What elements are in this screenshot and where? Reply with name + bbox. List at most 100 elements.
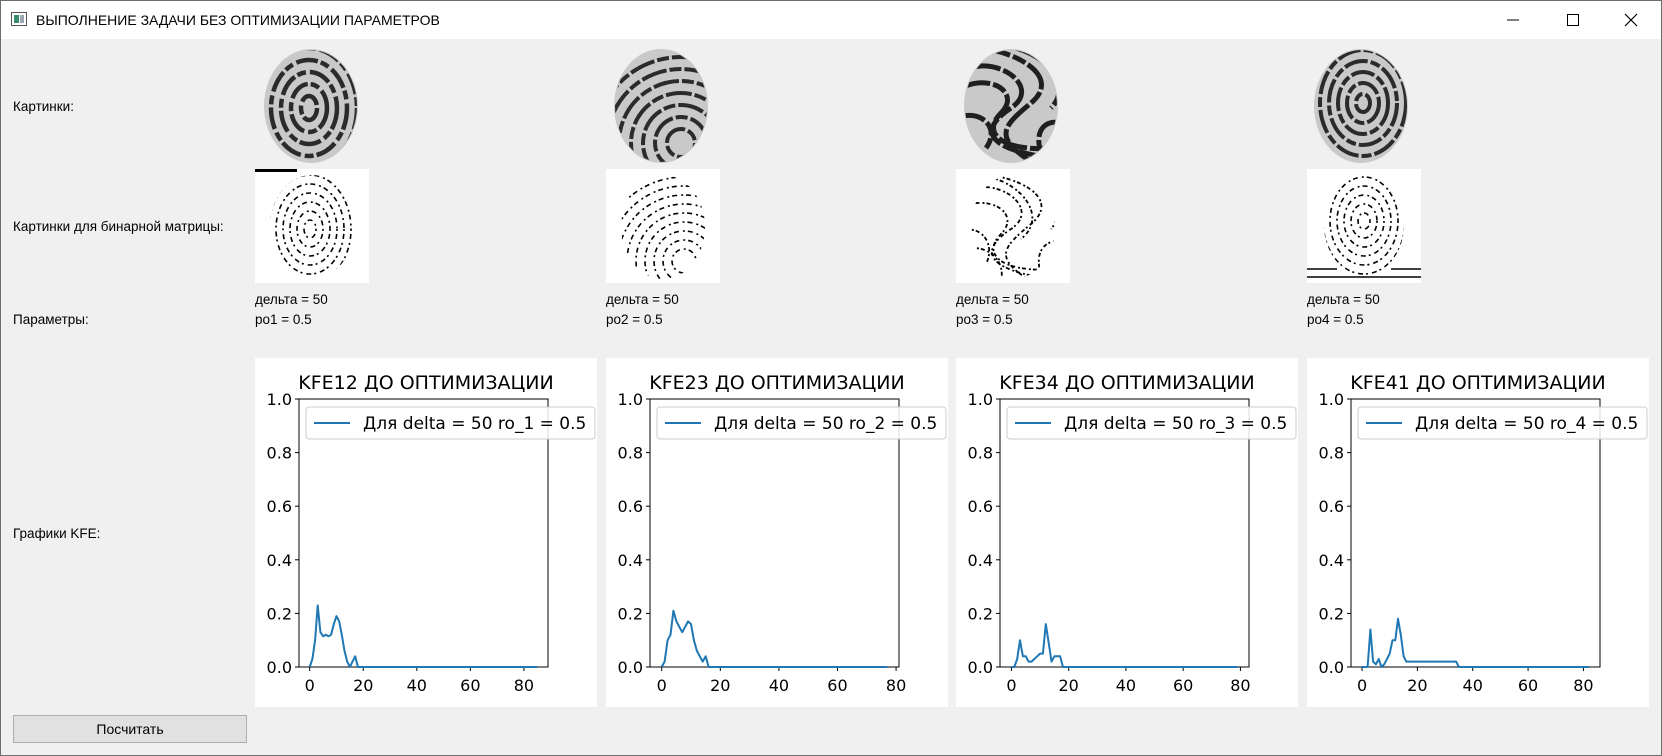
kfe-chart-3: KFE34 ДО ОПТИМИЗАЦИИ 0.0 0.2 0.4 0.6 0.8 1.0 0 2… [956, 358, 1298, 707]
chart-3-ytick-label: 0.4 [968, 551, 993, 570]
chart-1-ytick-label: 0.0 [267, 658, 292, 677]
chart-3-legend-label: Для delta = 50 ro_3 = 0.5 [1064, 414, 1287, 434]
chart-1-xtick-label: 80 [514, 676, 534, 695]
chart-3-ytick-label: 0.0 [968, 658, 993, 677]
chart-3-xtick-label: 40 [1116, 676, 1136, 695]
app-icon [11, 12, 27, 26]
binary-images-label: Картинки для бинарной матрицы: [13, 219, 224, 234]
param-delta: дельта = 50 [1307, 292, 1380, 307]
chart-4-ytick-label: 0.2 [1319, 604, 1344, 623]
chart-1-ytick-label: 0.8 [267, 444, 292, 463]
kfe-chart-4-svg: KFE41 ДО ОПТИМИЗАЦИИ 0.0 0.2 0.4 0.6 0.8 1.0 0 2… [1319, 372, 1648, 695]
chart-4-axes [1350, 398, 1601, 668]
calculate-button[interactable]: Посчитать [13, 715, 247, 743]
params-3: дельта = 50 ро3 = 0.5 [956, 290, 1029, 330]
chart-3-xtick-label: 60 [1173, 676, 1193, 695]
chart-2-title: KFE23 ДО ОПТИМИЗАЦИИ [649, 372, 904, 394]
minimize-button[interactable] [1484, 1, 1542, 39]
chart-4-ytick-label: 1.0 [1319, 390, 1344, 409]
fingerprint-image-4 [1314, 49, 1408, 163]
chart-2-ytick-label: 1.0 [618, 390, 643, 409]
param-ro: ро4 = 0.5 [1307, 312, 1364, 327]
chart-3-ytick-label: 1.0 [968, 390, 993, 409]
param-ro: ро1 = 0.5 [255, 312, 312, 327]
chart-2-legend-label: Для delta = 50 ro_2 = 0.5 [714, 414, 937, 434]
fingerprint-image-3 [964, 49, 1058, 163]
chart-2-series-line [660, 609, 888, 668]
chart-3-title: KFE34 ДО ОПТИМИЗАЦИИ [999, 372, 1254, 394]
chart-1-xtick-label: 40 [407, 676, 427, 695]
chart-4-ytick-label: 0.6 [1319, 497, 1344, 516]
binary-image-4 [1307, 169, 1421, 283]
chart-4-ytick-label: 0.8 [1319, 444, 1344, 463]
parameters-label: Параметры: [13, 312, 89, 327]
chart-2-axes [649, 398, 900, 668]
chart-4-xtick-label: 0 [1357, 676, 1367, 695]
chart-3-xtick-label: 0 [1006, 676, 1016, 695]
close-icon [1624, 13, 1638, 27]
params-1: дельта = 50 ро1 = 0.5 [255, 290, 328, 330]
chart-3-legend-box [1006, 406, 1297, 440]
chart-3-xtick-label: 20 [1059, 676, 1079, 695]
chart-2-xtick-label: 80 [886, 676, 906, 695]
window-title: ВЫПОЛНЕНИЕ ЗАДАЧИ БЕЗ ОПТИМИЗАЦИИ ПАРАМЕ… [36, 12, 440, 28]
chart-1-xtick-label: 20 [353, 676, 373, 695]
title-bar[interactable]: ВЫПОЛНЕНИЕ ЗАДАЧИ БЕЗ ОПТИМИЗАЦИИ ПАРАМЕ… [1, 1, 1661, 39]
chart-2-legend-box [656, 406, 947, 440]
chart-1-series-line [308, 604, 538, 668]
kfe-chart-1: KFE12 ДО ОПТИМИЗАЦИИ 0.0 0.2 0.4 0.6 0.8 1.0 0 2… [255, 358, 597, 707]
chart-4-legend-box [1357, 406, 1648, 440]
chart-2-ytick-label: 0.0 [618, 658, 643, 677]
chart-1-axes [298, 398, 549, 668]
chart-1-legend-box [305, 406, 596, 440]
binary-image-3 [956, 169, 1070, 283]
chart-2-ytick-label: 0.2 [618, 604, 643, 623]
minimize-icon [1507, 19, 1519, 21]
fingerprint-image-1 [264, 49, 358, 163]
chart-2-xtick-label: 60 [827, 676, 847, 695]
chart-3-xtick-label: 80 [1230, 676, 1250, 695]
charts-label: Графики KFE: [13, 526, 101, 541]
chart-3-ytick-label: 0.6 [968, 497, 993, 516]
maximize-button[interactable] [1544, 1, 1602, 39]
images-label: Картинки: [13, 99, 74, 114]
binary-image-1 [255, 169, 369, 283]
param-ro: ро3 = 0.5 [956, 312, 1013, 327]
param-delta: дельта = 50 [606, 292, 679, 307]
chart-1-ytick-label: 0.6 [267, 497, 292, 516]
chart-4-ytick-label: 0.0 [1319, 658, 1344, 677]
binary-image-2 [606, 169, 720, 283]
chart-3-ytick-label: 0.8 [968, 444, 993, 463]
chart-1-ytick-label: 1.0 [267, 390, 292, 409]
param-ro: ро2 = 0.5 [606, 312, 663, 327]
chart-2-ytick-label: 0.8 [618, 444, 643, 463]
chart-1-ytick-label: 0.4 [267, 551, 292, 570]
close-button[interactable] [1602, 1, 1660, 39]
kfe-chart-2: KFE23 ДО ОПТИМИЗАЦИИ 0.0 0.2 0.4 0.6 0.8 1.0 0 2… [606, 358, 948, 707]
chart-1-xtick-label: 0 [305, 676, 315, 695]
chart-4-xtick-label: 80 [1573, 676, 1593, 695]
chart-4-ytick-label: 0.4 [1319, 551, 1344, 570]
chart-4-legend-label: Для delta = 50 ro_4 = 0.5 [1415, 414, 1638, 434]
chart-3-axes [999, 398, 1250, 668]
chart-1-ytick-label: 0.2 [267, 604, 292, 623]
kfe-chart-2-svg: KFE23 ДО ОПТИМИЗАЦИИ 0.0 0.2 0.4 0.6 0.8 1.0 0 2… [618, 372, 947, 695]
chart-1-title: KFE12 ДО ОПТИМИЗАЦИИ [298, 372, 553, 394]
chart-1-legend-label: Для delta = 50 ro_1 = 0.5 [363, 414, 586, 434]
chart-4-series-line [1362, 617, 1589, 668]
chart-3-series-line [1011, 623, 1238, 668]
param-delta: дельта = 50 [255, 292, 328, 307]
params-2: дельта = 50 ро2 = 0.5 [606, 290, 679, 330]
kfe-chart-3-svg: KFE34 ДО ОПТИМИЗАЦИИ 0.0 0.2 0.4 0.6 0.8 1.0 0 2… [968, 372, 1297, 695]
chart-3-ytick-label: 0.2 [968, 604, 993, 623]
chart-4-xtick-label: 20 [1407, 676, 1427, 695]
chart-2-xtick-label: 0 [657, 676, 667, 695]
chart-2-xtick-label: 20 [710, 676, 730, 695]
chart-2-xtick-label: 40 [769, 676, 789, 695]
params-4: дельта = 50 ро4 = 0.5 [1307, 290, 1380, 330]
kfe-chart-1-svg: KFE12 ДО ОПТИМИЗАЦИИ 0.0 0.2 0.4 0.6 0.8 1.0 0 2… [267, 372, 596, 695]
fingerprint-image-2 [614, 49, 708, 163]
param-delta: дельта = 50 [956, 292, 1029, 307]
chart-4-xtick-label: 40 [1463, 676, 1483, 695]
